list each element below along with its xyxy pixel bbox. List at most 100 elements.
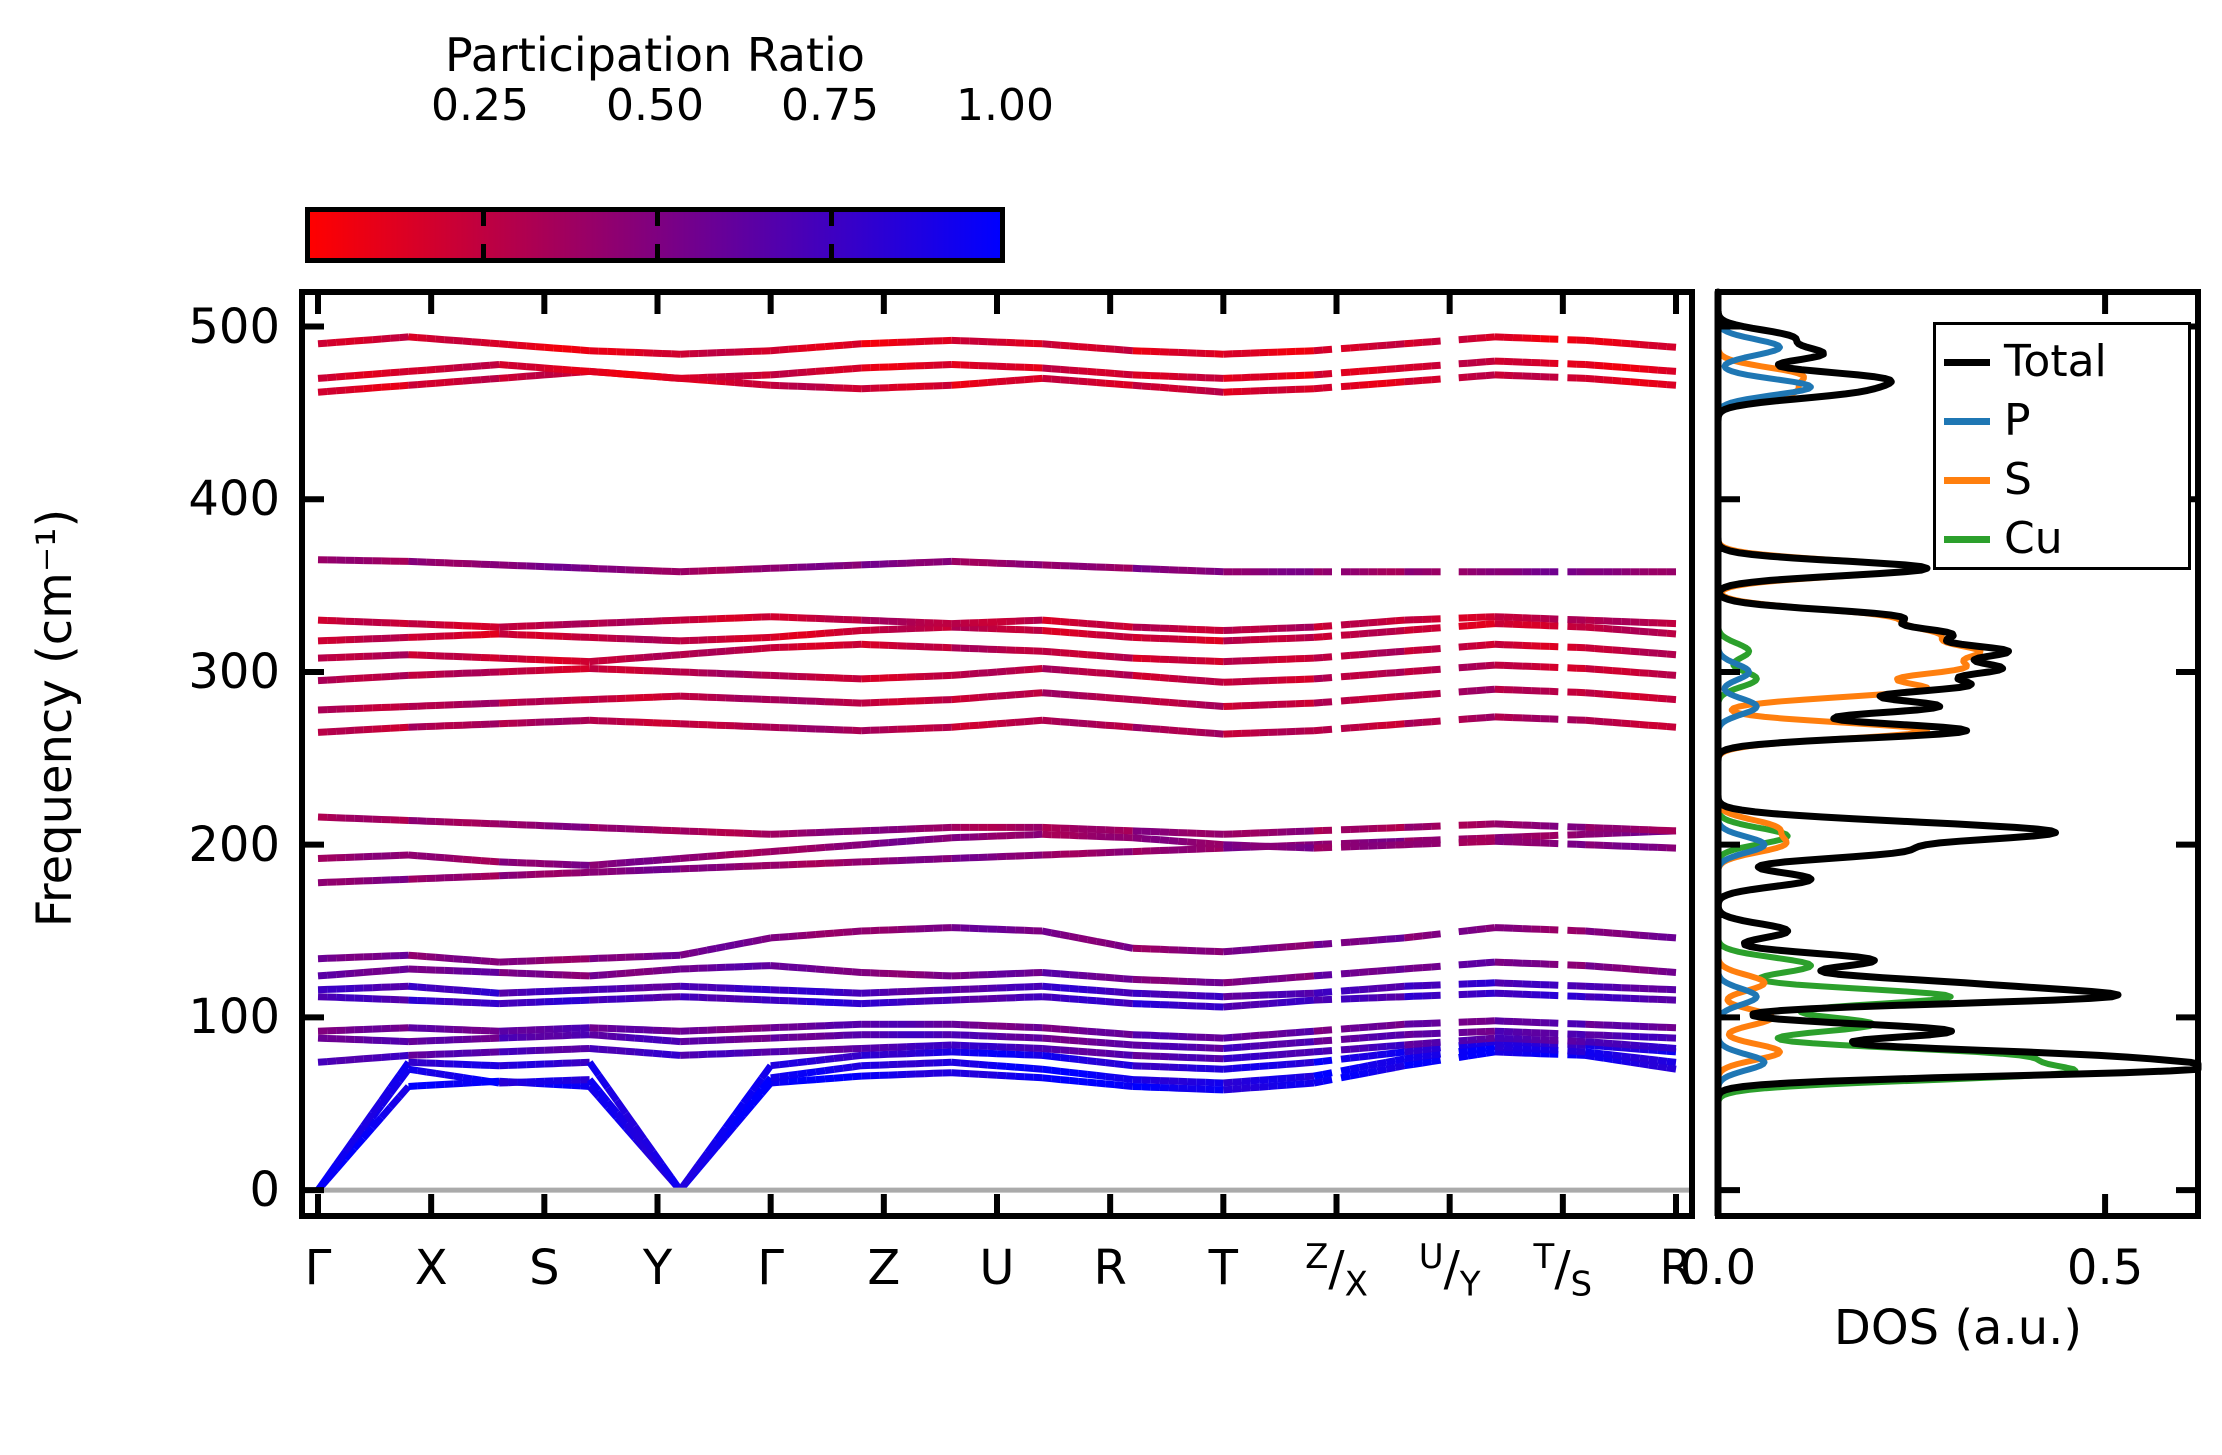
band-line-segment <box>1105 379 1115 388</box>
legend-item-cu[interactable]: Cu <box>1944 512 2063 566</box>
band-line-segment <box>462 376 473 385</box>
colorbar-tick-label-0: 0.25 <box>431 80 529 131</box>
band-line-segment <box>851 1072 862 1081</box>
band-line-segment <box>1639 693 1650 701</box>
band-line-segment <box>489 339 500 348</box>
band-line-segment <box>1431 624 1441 632</box>
band-line-segment <box>1060 1036 1070 1044</box>
band-line-segment <box>1376 966 1387 975</box>
band-line-segment <box>317 728 328 736</box>
band-line-segment <box>1585 374 1595 383</box>
band-line-segment <box>444 364 455 373</box>
x-tick-label-1: X <box>414 1240 448 1296</box>
band-line-segment <box>1630 1053 1641 1062</box>
band-line-segment <box>1476 1049 1487 1059</box>
band-line-segment <box>623 1121 638 1138</box>
band-line-segment <box>399 671 409 680</box>
band-line-segment <box>1132 723 1143 732</box>
band-line-segment <box>1005 667 1016 675</box>
band-line-segment <box>641 1136 656 1154</box>
band-line-segment <box>1096 620 1106 629</box>
band-line-segment <box>1621 1040 1631 1049</box>
legend-label-s: S <box>2004 454 2032 505</box>
band-line-segment <box>1413 363 1423 371</box>
band-line-segment <box>1584 1051 1596 1061</box>
band-line-segment <box>1340 724 1351 733</box>
band-line-segment <box>553 344 563 353</box>
legend-item-total[interactable]: Total <box>1944 335 2107 389</box>
legend-item-p[interactable]: P <box>1944 394 2031 448</box>
band-line-segment <box>1042 627 1052 635</box>
band-line-segment <box>1639 648 1650 657</box>
band-line-segment <box>1177 675 1188 684</box>
band-line-segment <box>742 937 754 947</box>
band-line-segment <box>1223 1044 1233 1052</box>
band-line-segment <box>471 376 482 384</box>
band-line-segment <box>363 968 373 976</box>
band-line-segment <box>1386 721 1396 729</box>
band-line-segment <box>1376 1050 1387 1059</box>
band-line-segment <box>1132 671 1143 680</box>
band-line-segment <box>797 344 808 353</box>
band-line-segment <box>1594 962 1604 971</box>
band-line-segment <box>1612 718 1622 727</box>
band-line-segment <box>1295 997 1306 1005</box>
participation-ratio-colorbar <box>305 207 1005 263</box>
band-line-segment <box>1666 1057 1677 1066</box>
band-line-segment <box>734 850 744 858</box>
band-line-segment <box>354 674 364 682</box>
band-line-segment <box>342 1136 358 1154</box>
legend-item-s[interactable]: S <box>1944 453 2032 507</box>
band-line-segment <box>598 368 608 377</box>
band-line-segment <box>353 336 364 345</box>
band-line-segment <box>1630 1058 1641 1068</box>
band-line-segment <box>806 367 817 376</box>
band-line-segment <box>1105 631 1115 640</box>
band-line-segment <box>1358 367 1369 375</box>
band-line-segment <box>1413 1052 1423 1062</box>
band-line-segment <box>333 1149 349 1167</box>
band-line-segment <box>426 1081 436 1089</box>
band-line-segment <box>1322 940 1333 948</box>
band-line-segment <box>1087 692 1097 701</box>
band-line-segment <box>1395 627 1405 635</box>
band-line-segment <box>824 629 835 637</box>
band-line-segment <box>1594 361 1604 370</box>
band-line-segment <box>1042 1045 1052 1053</box>
band-line-segment <box>1060 666 1070 675</box>
band-line-segment <box>1259 1041 1269 1050</box>
band-line-segment <box>740 1098 756 1114</box>
band-line-segment <box>1322 345 1333 354</box>
band-line-segment <box>1422 376 1432 384</box>
band-line-segment <box>1295 1038 1306 1047</box>
band-line-segment <box>598 1045 608 1054</box>
band-line-segment <box>1223 1033 1233 1042</box>
band-line-segment <box>1087 1057 1097 1066</box>
band-line-segment <box>679 950 690 959</box>
band-line-segment <box>426 365 436 374</box>
band-line-segment <box>1340 620 1351 629</box>
band-line-segment <box>1358 937 1369 945</box>
band-line-segment <box>1277 1050 1287 1059</box>
band-line-segment <box>1358 1033 1369 1042</box>
band-line-segment <box>670 965 681 974</box>
band-line-segment <box>815 343 826 351</box>
band-line-segment <box>1204 387 1215 395</box>
band-line-segment <box>1340 1054 1351 1063</box>
band-line-segment <box>815 629 826 638</box>
band-line-segment <box>806 931 817 939</box>
band-line-segment <box>399 1051 409 1060</box>
band-line-segment <box>1349 969 1360 977</box>
band-line-segment <box>1340 368 1351 377</box>
band-line-segment <box>408 851 418 860</box>
band-line-segment <box>1431 337 1441 346</box>
band-line-segment <box>435 953 445 962</box>
band-line-segment <box>607 859 618 868</box>
band-line-segment <box>1060 365 1070 374</box>
band-line-segment <box>544 370 554 379</box>
band-line-segment <box>1250 1042 1260 1050</box>
band-line-segment <box>1132 381 1143 390</box>
band-line-segment <box>1340 1065 1351 1075</box>
band-line-segment <box>625 1047 636 1056</box>
band-line-segment <box>1648 628 1659 637</box>
